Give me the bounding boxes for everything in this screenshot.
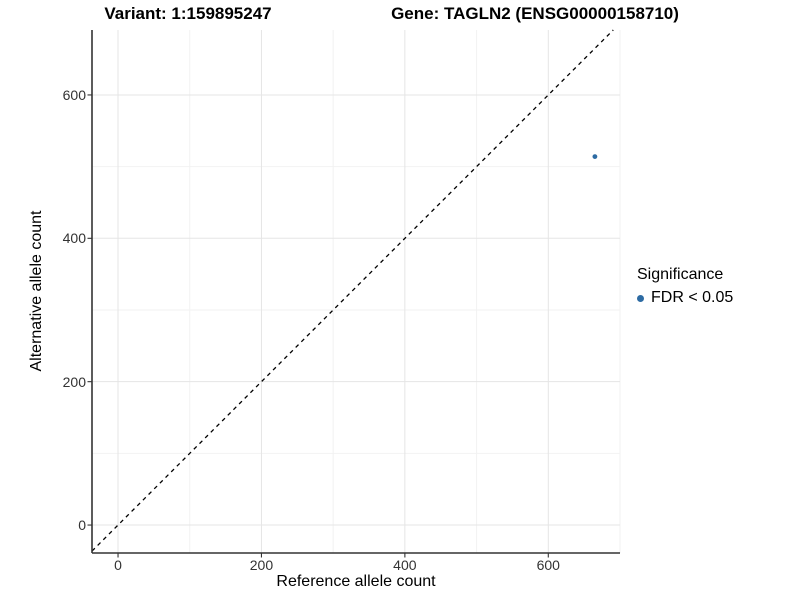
data-point xyxy=(592,154,598,159)
plot-title-gene: Gene: TAGLN2 (ENSG00000158710) xyxy=(391,4,679,23)
legend-title: Significance xyxy=(637,266,724,283)
x-axis-title: Reference allele count xyxy=(276,573,436,590)
y-tick-label: 400 xyxy=(62,230,86,247)
legend-entry-label: FDR < 0.05 xyxy=(651,289,734,306)
y-axis-title: Alternative allele count xyxy=(28,210,45,372)
x-tick-label: 0 xyxy=(114,557,122,573)
x-tick-label: 400 xyxy=(393,557,417,573)
plot-panel xyxy=(87,29,621,558)
legend-entry: FDR < 0.05 xyxy=(637,289,733,307)
plot-title-variant: Variant: 1:159895247 xyxy=(104,4,272,23)
legend-point-icon xyxy=(637,294,644,302)
y-tick-label: 0 xyxy=(78,517,86,534)
identity-line xyxy=(91,29,614,552)
legend: Significance FDR < 0.05 xyxy=(637,266,733,307)
x-tick-label: 600 xyxy=(536,557,560,573)
y-tick-label: 600 xyxy=(62,86,86,103)
y-tick-label: 200 xyxy=(62,373,86,390)
x-tick-label: 200 xyxy=(249,557,274,573)
